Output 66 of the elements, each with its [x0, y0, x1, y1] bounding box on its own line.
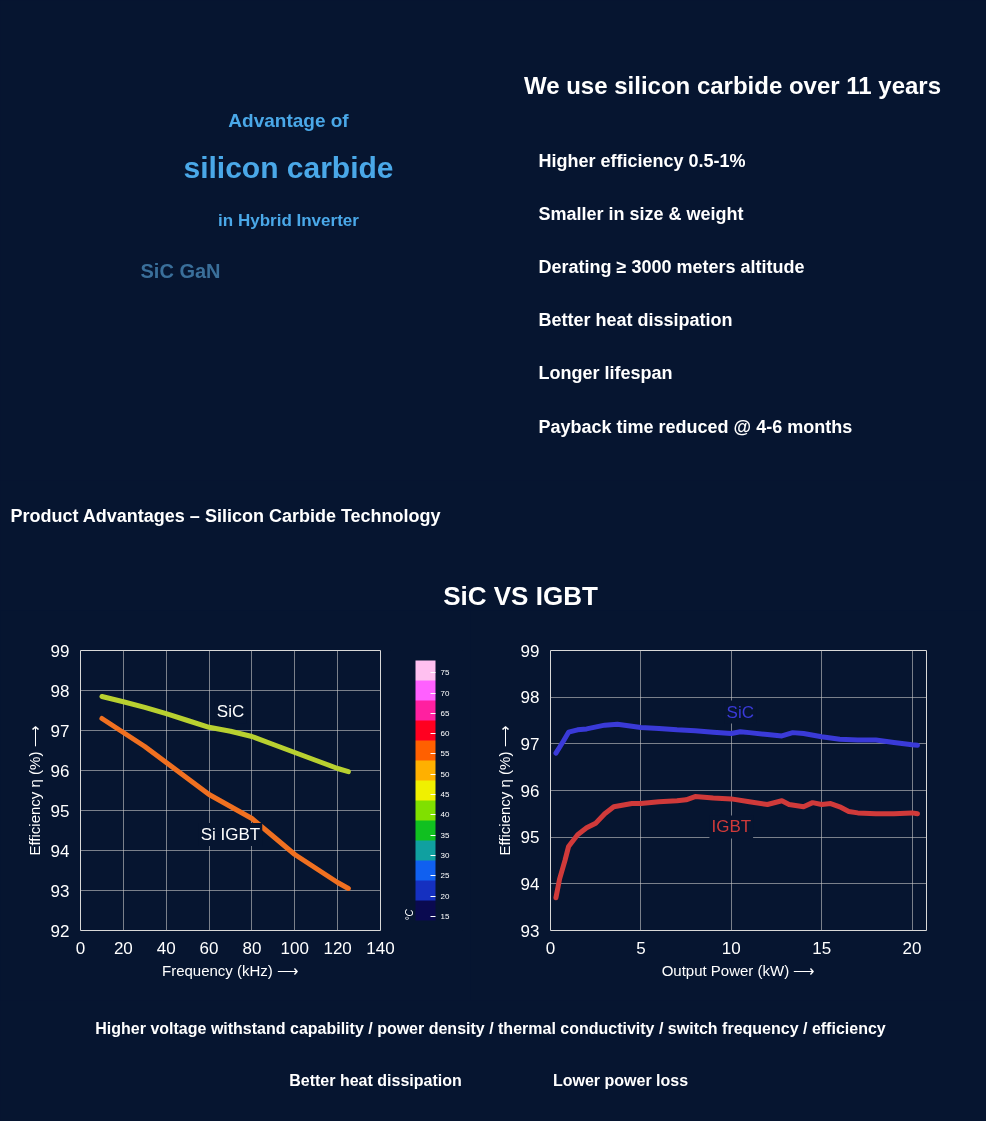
x-tick-label: 20: [902, 938, 922, 958]
text: silicon carbide: [183, 151, 394, 184]
series-label: SiC: [216, 702, 245, 722]
text: Smaller in size & weight: [538, 203, 744, 224]
x-axis-title: Output Power (kW) ⟶: [661, 961, 816, 979]
x-tick-label: 5: [636, 938, 646, 958]
text: Product Advantages – Silicon Carbide Technology: [10, 505, 441, 526]
y-tick-label: 97: [50, 721, 70, 741]
y-tick-label: 93: [50, 881, 70, 901]
text: Better heat dissipation: [289, 1072, 462, 1089]
y-tick-label: 97: [520, 734, 540, 754]
text: Higher voltage withstand capability / power density / thermal conductivity / switch frequency / efficiency: [95, 1020, 886, 1037]
color-bar-label: 70: [440, 688, 450, 698]
y-axis-title: Efficiency η (%) ⟶: [495, 725, 513, 856]
y-tick-label: 96: [50, 761, 70, 781]
color-bar-label: 55: [440, 749, 450, 759]
text: Lower power loss: [552, 1072, 689, 1089]
color-bar-label: 50: [440, 769, 450, 779]
y-tick-label: 99: [520, 641, 540, 661]
text: Better heat dissipation: [538, 310, 733, 331]
x-tick-label: 0: [545, 938, 556, 958]
series-label: Si IGBT: [200, 825, 261, 844]
text: Longer lifespan: [538, 363, 673, 384]
y-tick-label: 95: [520, 828, 540, 848]
text: SiC VS IGBT: [443, 580, 598, 611]
color-bar-label: 60: [440, 729, 450, 739]
x-axis-title: Frequency (kHz) ⟶: [161, 961, 300, 979]
text: Advantage of: [228, 110, 350, 131]
y-tick-label: 96: [520, 781, 540, 801]
color-bar-label: 75: [440, 668, 450, 678]
series-label: IGBT: [711, 817, 752, 837]
series-label: SiC: [726, 702, 755, 722]
y-tick-label: 98: [520, 688, 540, 708]
color-bar-label: 45: [440, 790, 450, 800]
y-tick-label: 95: [50, 801, 70, 821]
x-tick-label: 40: [156, 938, 176, 958]
y-tick-label: 94: [520, 874, 540, 894]
text: Derating ≥ 3000 meters altitude: [538, 256, 805, 277]
x-tick-label: 20: [113, 938, 133, 958]
x-tick-label: 100: [280, 938, 309, 958]
text: in Hybrid Inverter: [218, 211, 360, 230]
text: Payback time reduced @ 4-6 months: [538, 416, 853, 437]
x-tick-label: 60: [199, 938, 219, 958]
x-tick-label: 80: [242, 938, 262, 958]
y-tick-label: 99: [50, 641, 70, 661]
color-bar-label: 30: [440, 851, 450, 860]
color-bar-label: 35: [440, 830, 450, 840]
x-tick-label: 140: [366, 938, 395, 958]
x-tick-label: 120: [323, 938, 352, 958]
text: SiC GaN: [140, 259, 221, 282]
color-bar-label: 25: [440, 871, 450, 881]
color-bar-label: 65: [440, 708, 450, 718]
text: Higher efficiency 0.5-1%: [538, 150, 746, 171]
color-bar-title: °C: [403, 908, 415, 921]
x-tick-label: 0: [75, 938, 86, 958]
y-tick-label: 92: [50, 921, 70, 941]
y-tick-label: 94: [50, 841, 70, 861]
text: We use silicon carbide over 11 years: [523, 72, 942, 99]
color-bar-label: 40: [440, 810, 450, 820]
color-bar-label: 15: [440, 911, 450, 921]
y-axis-title: Efficiency η (%) ⟶: [25, 725, 43, 856]
y-tick-label: 93: [520, 921, 540, 941]
x-tick-label: 10: [721, 938, 741, 958]
y-tick-label: 98: [50, 681, 70, 701]
x-tick-label: 15: [812, 938, 832, 958]
color-bar-label: 20: [440, 891, 450, 901]
